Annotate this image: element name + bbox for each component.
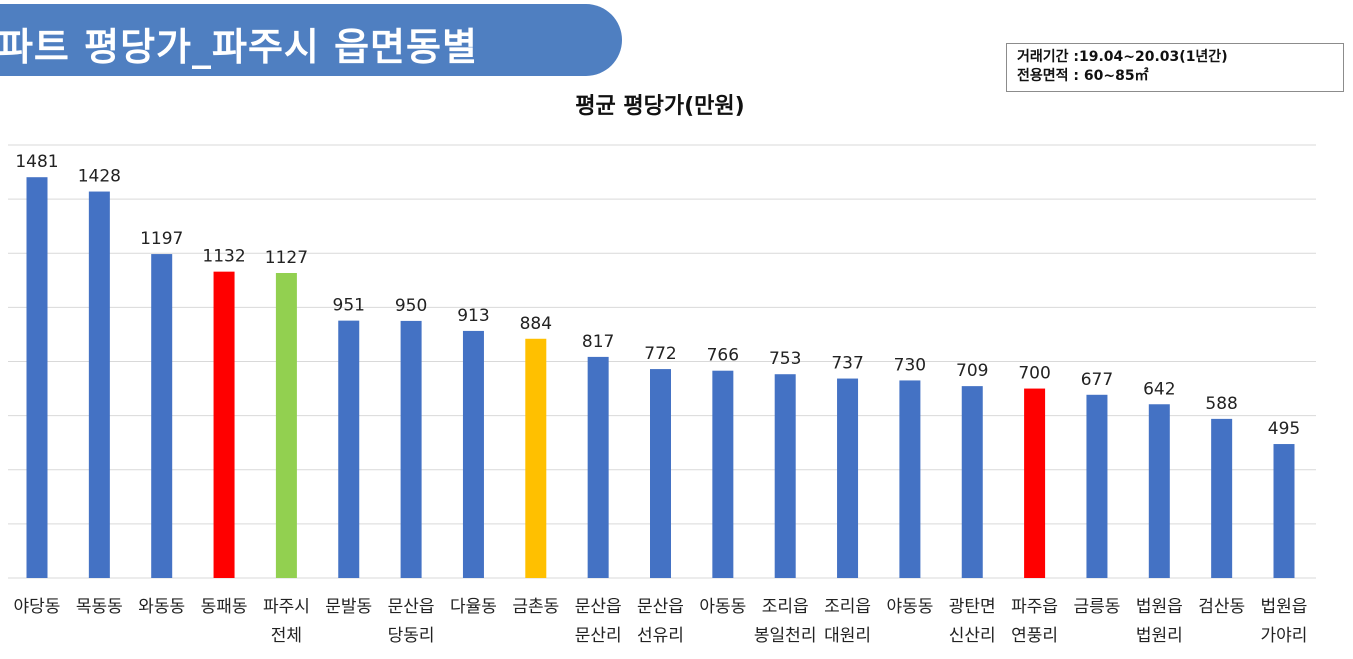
bar-11 xyxy=(650,369,671,578)
bar-1 xyxy=(26,177,48,578)
x-tick-label: 문산리 xyxy=(575,626,622,646)
data-label: 753 xyxy=(769,349,801,369)
x-tick-label: 대원리 xyxy=(824,626,871,646)
bar-20 xyxy=(1211,418,1233,578)
data-label: 709 xyxy=(956,361,988,381)
bar-6 xyxy=(338,320,360,578)
bar-18 xyxy=(1086,394,1108,578)
chart-title: 평균 평당가(만원) xyxy=(575,94,745,119)
x-tick-label: 와동동 xyxy=(138,597,185,617)
x-tick-label: 파주읍 xyxy=(1011,597,1058,617)
x-tick-label: 목동동 xyxy=(76,597,123,617)
bar-4 xyxy=(213,271,235,578)
x-tick-label: 야동동 xyxy=(886,597,933,617)
data-label: 950 xyxy=(395,296,427,316)
data-label: 700 xyxy=(1018,364,1050,384)
data-label: 913 xyxy=(457,306,489,326)
x-tick-label: 선유리 xyxy=(637,626,684,646)
bar-7 xyxy=(400,320,422,578)
bar-8 xyxy=(462,330,484,578)
x-tick-label: 동패동 xyxy=(201,597,248,617)
x-tick-label: 아동동 xyxy=(699,597,746,617)
data-label: 737 xyxy=(831,354,863,374)
x-tick-label: 법원리 xyxy=(1136,626,1183,646)
bar-2 xyxy=(88,191,110,579)
data-label: 772 xyxy=(644,344,676,364)
bar-16 xyxy=(961,386,983,578)
bar-17 xyxy=(1024,388,1046,578)
x-tick-label: 야당동 xyxy=(14,597,61,617)
x-tick-label: 당동리 xyxy=(388,626,435,646)
bar-10 xyxy=(587,356,609,578)
bar-21 xyxy=(1273,444,1295,578)
x-tick-label: 문산읍 xyxy=(637,597,684,617)
x-tick-label: 조리읍 xyxy=(824,597,871,617)
data-label: 642 xyxy=(1143,379,1175,399)
title-banner: 아파트 평당가_파주시 읍면동별 xyxy=(0,4,622,76)
data-label: 766 xyxy=(707,346,739,366)
info-box: 거래기간 :19.04~20.03(1년간) 전용면적 : 60~85㎡ xyxy=(1006,43,1344,92)
data-label: 1428 xyxy=(78,167,121,187)
bar-9 xyxy=(525,338,547,578)
x-tick-label: 가야리 xyxy=(1261,626,1308,646)
bar-13 xyxy=(774,374,796,578)
x-tick-label: 법원읍 xyxy=(1136,597,1183,617)
data-label: 884 xyxy=(520,314,552,334)
data-label: 1197 xyxy=(140,229,183,249)
x-tick-label: 문산읍 xyxy=(388,597,435,617)
x-tick-label: 광탄면 xyxy=(949,597,996,617)
x-tick-label: 전체 xyxy=(271,626,302,646)
data-label: 817 xyxy=(582,332,614,352)
bar-5 xyxy=(275,273,297,578)
bar-3 xyxy=(151,254,173,578)
bar-19 xyxy=(1148,404,1170,578)
data-label: 730 xyxy=(894,355,926,375)
data-label: 1132 xyxy=(202,247,245,267)
x-tick-label: 조리읍 xyxy=(762,597,809,617)
x-tick-label: 검산동 xyxy=(1198,597,1245,617)
data-label: 1127 xyxy=(265,248,308,268)
bar-12 xyxy=(712,370,734,578)
trade-period-text: 거래기간 :19.04~20.03(1년간) xyxy=(1017,49,1228,65)
data-label: 677 xyxy=(1081,370,1113,390)
data-label: 951 xyxy=(333,296,365,316)
x-tick-label: 연풍리 xyxy=(1011,626,1058,646)
x-tick-label: 문산읍 xyxy=(575,597,622,617)
x-tick-label: 다율동 xyxy=(450,597,497,617)
page-title: 아파트 평당가_파주시 읍면동별 xyxy=(0,25,478,69)
x-tick-label: 금릉동 xyxy=(1073,597,1120,617)
data-label: 588 xyxy=(1205,394,1237,414)
area-range-text: 전용면적 : 60~85㎡ xyxy=(1017,68,1149,84)
x-tick-label: 문발동 xyxy=(325,597,372,617)
x-tick-label: 법원읍 xyxy=(1261,597,1308,617)
x-tick-label: 신산리 xyxy=(949,626,996,646)
x-tick-label: 파주시 xyxy=(263,597,310,617)
bar-15 xyxy=(899,380,921,578)
x-tick-label: 금촌동 xyxy=(512,597,559,617)
bar-14 xyxy=(837,378,859,578)
data-label: 1481 xyxy=(15,152,58,172)
data-label: 495 xyxy=(1268,419,1300,439)
x-tick-label: 봉일천리 xyxy=(754,626,817,646)
